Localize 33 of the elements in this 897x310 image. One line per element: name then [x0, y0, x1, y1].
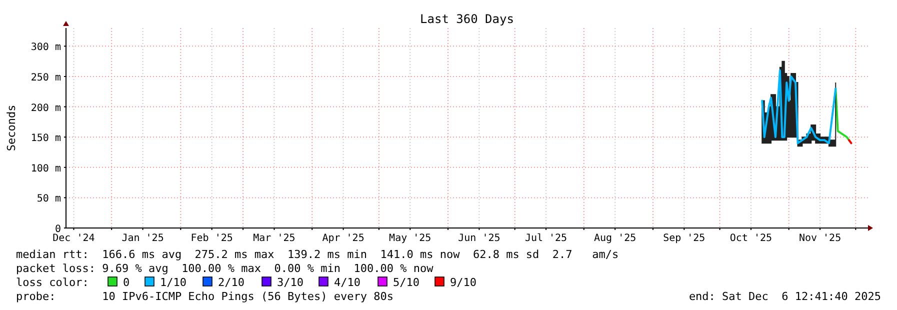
x-tick-label: Nov '25 — [798, 233, 842, 244]
text: packet loss: 9.69 % avg 100.00 % max 0.00 % min 100.00 % now — [16, 262, 434, 275]
y-axis-title: Seconds — [5, 104, 18, 152]
x-tick-label: Sep '25 — [663, 233, 706, 244]
legend-label: 2/10 — [218, 276, 244, 289]
legend-label: 4/10 — [334, 276, 360, 289]
x-tick-label: Apr '25 — [322, 233, 364, 244]
x-tick-label: Aug '25 — [594, 233, 636, 244]
legend-label: 9/10 — [450, 276, 476, 289]
text: probe: 10 IPv6-ICMP Echo Pings (56 Bytes) every 80s — [16, 290, 394, 303]
y-tick-label: 300 m — [30, 42, 61, 54]
y-tick-label: 100 m — [30, 163, 61, 174]
legend-title: loss color: — [16, 276, 89, 289]
legend-label: 1/10 — [160, 276, 186, 289]
x-tick-label: Dec '24 — [52, 233, 95, 244]
text: end: Sat Dec 6 12:41:40 2025 — [688, 290, 881, 303]
x-tick-label: Jan '25 — [122, 233, 164, 244]
x-tick-label: Oct '25 — [730, 233, 772, 244]
chart-title: Last 360 Days — [420, 12, 514, 26]
x-tick-label: Mar '25 — [253, 233, 296, 244]
y-tick-label: 150 m — [30, 133, 61, 144]
x-tick-label: Jun '25 — [458, 233, 500, 244]
legend-label: 3/10 — [277, 276, 304, 289]
y-tick-label: 250 m — [30, 72, 61, 84]
text: median rtt: 166.6 ms avg 275.2 ms max 139.2 ms min 141.0 ms now 62.8 ms sd 2.7 am/s — [16, 248, 619, 261]
y-tick-label: 50 m — [36, 194, 61, 205]
y-tick-label: 0 — [54, 224, 61, 235]
legend-label: 0 — [123, 276, 130, 289]
x-tick-label: Jul '25 — [524, 233, 568, 244]
legend-label: 5/10 — [393, 276, 420, 289]
x-tick-label: Feb '25 — [190, 233, 233, 244]
y-tick-label: 200 m — [30, 102, 61, 114]
x-tick-label: May '25 — [389, 233, 432, 244]
